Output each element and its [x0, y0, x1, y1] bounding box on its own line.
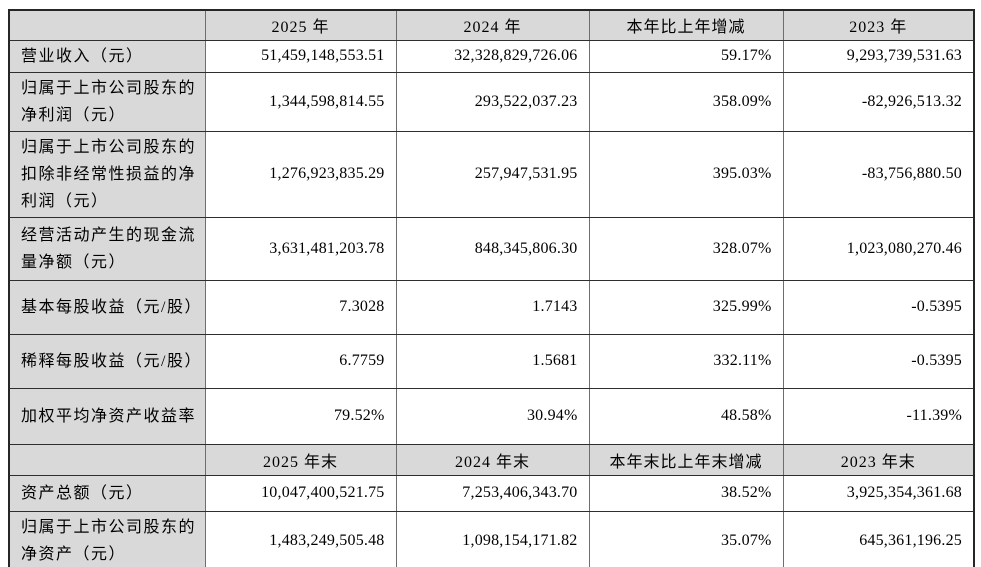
cell-value: -0.5395 — [782, 333, 975, 389]
cell-value: 3,925,354,361.68 — [782, 474, 975, 512]
cell-value: 325.99% — [588, 279, 784, 335]
row-label: 稀释每股收益（元/股） — [8, 333, 206, 389]
column-header-2023-end: 2023 年末 — [782, 443, 975, 476]
corner-cell — [8, 9, 206, 41]
cell-value: 38.52% — [588, 474, 784, 512]
table-row-total-assets: 资产总额（元） 10,047,400,521.75 7,253,406,343.… — [8, 474, 975, 512]
cell-value: 1.7143 — [395, 279, 590, 335]
cell-value: 1,276,923,835.29 — [204, 130, 397, 218]
cell-value: 293,522,037.23 — [395, 71, 590, 132]
row-label: 归属于上市公司股东的扣除非经常性损益的净利润（元） — [8, 130, 206, 218]
cell-value: 79.52% — [204, 387, 397, 445]
cell-value: 332.11% — [588, 333, 784, 389]
cell-value: 10,047,400,521.75 — [204, 474, 397, 512]
cell-value: 1,023,080,270.46 — [782, 216, 975, 281]
table-row-diluted-eps: 稀释每股收益（元/股） 6.7759 1.5681 332.11% -0.539… — [8, 333, 975, 389]
cell-value: 848,345,806.30 — [395, 216, 590, 281]
cell-value: 9,293,739,531.63 — [782, 39, 975, 73]
row-label: 基本每股收益（元/股） — [8, 279, 206, 335]
column-header-yoy-change: 本年比上年增减 — [588, 9, 784, 41]
cell-value: -83,756,880.50 — [782, 130, 975, 218]
row-label: 资产总额（元） — [8, 474, 206, 512]
table-row-operating-revenue: 营业收入（元） 51,459,148,553.51 32,328,829,726… — [8, 39, 975, 73]
cell-value: 59.17% — [588, 39, 784, 73]
row-label: 归属于上市公司股东的净资产（元） — [8, 510, 206, 567]
cell-value: -82,926,513.32 — [782, 71, 975, 132]
table-row-net-profit-excl-nonrecurring: 归属于上市公司股东的扣除非经常性损益的净利润（元） 1,276,923,835.… — [8, 130, 975, 218]
column-header-2025-end: 2025 年末 — [204, 443, 397, 476]
cell-value: 257,947,531.95 — [395, 130, 590, 218]
cell-value: 7.3028 — [204, 279, 397, 335]
cell-value: 32,328,829,726.06 — [395, 39, 590, 73]
financial-summary-table: 2025 年 2024 年 本年比上年增减 2023 年 营业收入（元） 51,… — [8, 9, 975, 567]
column-header-2025: 2025 年 — [204, 9, 397, 41]
cell-value: -11.39% — [782, 387, 975, 445]
cell-value: 328.07% — [588, 216, 784, 281]
cell-value: 30.94% — [395, 387, 590, 445]
row-label: 加权平均净资产收益率 — [8, 387, 206, 445]
cell-value: 48.58% — [588, 387, 784, 445]
column-header-2024-end: 2024 年末 — [395, 443, 590, 476]
cell-value: 51,459,148,553.51 — [204, 39, 397, 73]
corner-cell — [8, 443, 206, 476]
cell-value: 35.07% — [588, 510, 784, 567]
cell-value: 6.7759 — [204, 333, 397, 389]
column-header-2023: 2023 年 — [782, 9, 975, 41]
cell-value: 645,361,196.25 — [782, 510, 975, 567]
cell-value: 7,253,406,343.70 — [395, 474, 590, 512]
column-header-2024: 2024 年 — [395, 9, 590, 41]
cell-value: 3,631,481,203.78 — [204, 216, 397, 281]
row-label: 经营活动产生的现金流量净额（元） — [8, 216, 206, 281]
cell-value: 358.09% — [588, 71, 784, 132]
table-row-weighted-avg-roe: 加权平均净资产收益率 79.52% 30.94% 48.58% -11.39% — [8, 387, 975, 445]
cell-value: 1,483,249,505.48 — [204, 510, 397, 567]
annual-header-row: 2025 年 2024 年 本年比上年增减 2023 年 — [8, 9, 975, 41]
table-row-operating-cash-flow: 经营活动产生的现金流量净额（元） 3,631,481,203.78 848,34… — [8, 216, 975, 281]
cell-value: 395.03% — [588, 130, 784, 218]
column-header-yearend-change: 本年末比上年末增减 — [588, 443, 784, 476]
row-label: 营业收入（元） — [8, 39, 206, 73]
row-label: 归属于上市公司股东的净利润（元） — [8, 71, 206, 132]
table-row-basic-eps: 基本每股收益（元/股） 7.3028 1.7143 325.99% -0.539… — [8, 279, 975, 335]
cell-value: -0.5395 — [782, 279, 975, 335]
cell-value: 1,344,598,814.55 — [204, 71, 397, 132]
cell-value: 1,098,154,171.82 — [395, 510, 590, 567]
table-row-net-assets: 归属于上市公司股东的净资产（元） 1,483,249,505.48 1,098,… — [8, 510, 975, 567]
yearend-header-row: 2025 年末 2024 年末 本年末比上年末增减 2023 年末 — [8, 443, 975, 476]
cell-value: 1.5681 — [395, 333, 590, 389]
table-row-net-profit: 归属于上市公司股东的净利润（元） 1,344,598,814.55 293,52… — [8, 71, 975, 132]
